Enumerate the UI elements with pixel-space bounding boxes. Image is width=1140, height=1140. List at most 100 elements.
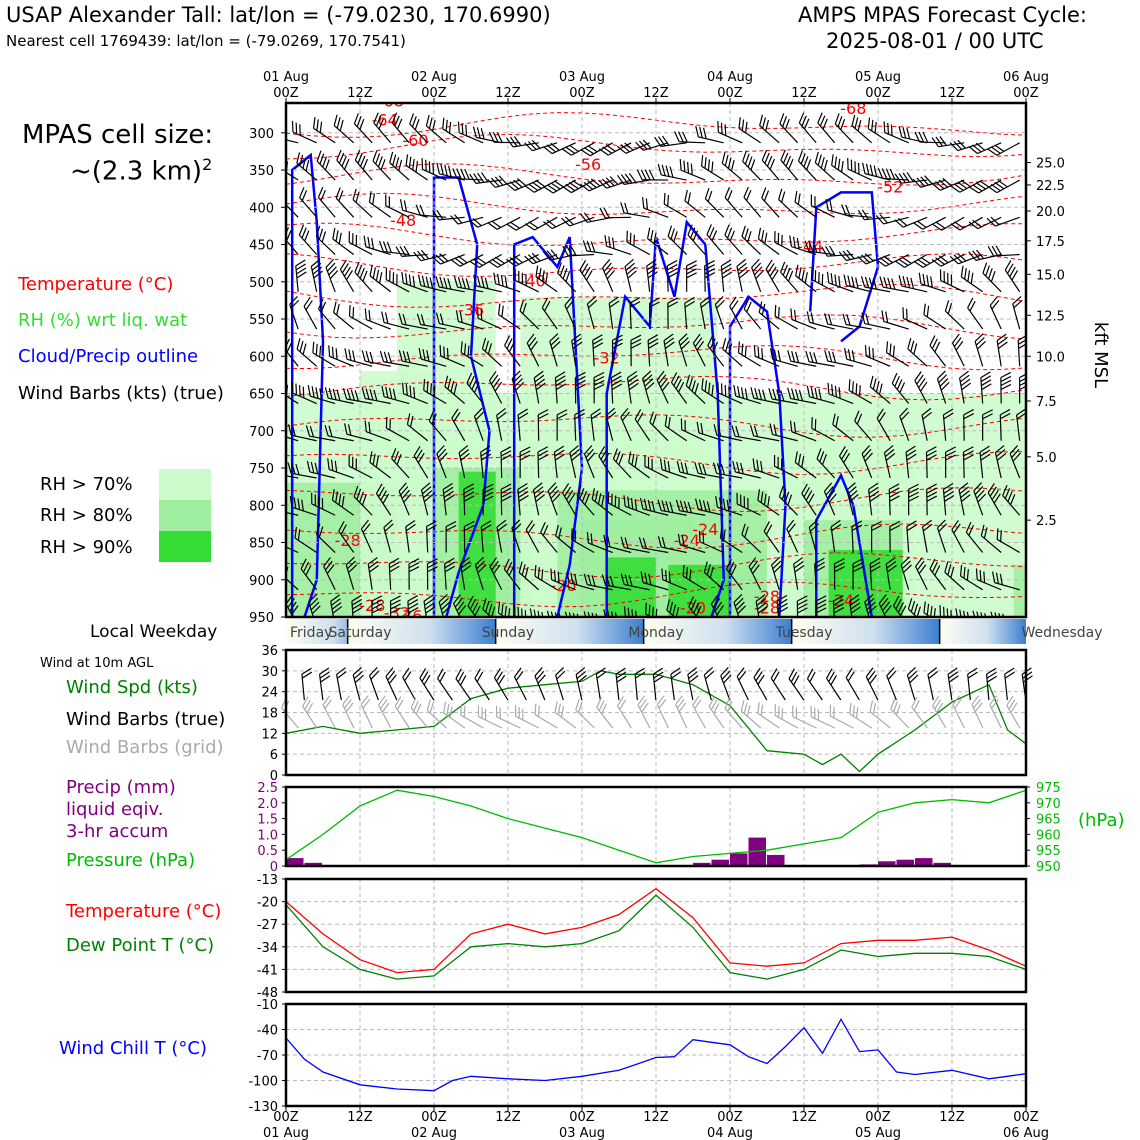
- barb-staff: [354, 159, 373, 181]
- wind-barb: [752, 458, 780, 479]
- barb-staff: [366, 431, 391, 442]
- barb-flag: [847, 671, 855, 682]
- barb-staff: [360, 528, 373, 553]
- wind-barb: [533, 370, 546, 404]
- barb-flag: [686, 264, 697, 271]
- barb-flag: [683, 501, 689, 513]
- barb-flag: [889, 491, 900, 498]
- barb-flag: [982, 409, 993, 416]
- wind-barb: [979, 445, 991, 479]
- barb-flag: [430, 383, 433, 395]
- wind-barb: [515, 705, 540, 729]
- wind-barb: [992, 571, 1020, 591]
- barb-staff: [958, 253, 983, 265]
- barb-staff: [886, 675, 897, 701]
- barb-staff: [440, 355, 465, 367]
- barb-flag: [918, 378, 926, 389]
- wind-barb: [797, 150, 817, 181]
- barb-flag: [991, 699, 999, 709]
- barb-flag: [872, 278, 877, 290]
- barb-staff: [666, 265, 669, 292]
- wind-barb: [336, 149, 355, 181]
- wind-barb: [638, 537, 669, 554]
- wind-barb: [864, 594, 877, 617]
- barb-flag: [381, 702, 390, 713]
- wind-barb: [555, 524, 577, 553]
- wind-barb: [761, 187, 780, 218]
- barb-flag: [359, 118, 365, 130]
- wind-barb: [680, 418, 706, 442]
- barb-flag: [537, 567, 540, 579]
- precip-bar: [730, 853, 748, 866]
- wind-barb: [774, 304, 798, 330]
- barb-flag: [760, 491, 764, 503]
- wind-barb: [363, 235, 391, 256]
- barb-staff: [458, 452, 466, 479]
- barb-flag: [716, 463, 722, 475]
- barb-flag: [938, 374, 948, 384]
- barb-flag: [331, 346, 334, 358]
- wind-barb: [704, 188, 725, 218]
- wind-barb: [667, 225, 688, 255]
- barb-flag: [776, 389, 781, 401]
- temperature-label: -56: [575, 155, 601, 174]
- barb-flag: [418, 347, 422, 360]
- barb-staff: [791, 431, 817, 442]
- wind-barb: [936, 519, 948, 553]
- y-tick-label-kft: 25.0: [1036, 157, 1065, 172]
- wind-barb: [876, 254, 909, 267]
- barb-flag: [391, 112, 398, 124]
- barb-flag: [788, 158, 794, 170]
- barb-staff: [902, 216, 928, 228]
- y-tick-label: -100: [248, 1075, 278, 1090]
- wind-barb: [636, 169, 669, 181]
- barb-flag: [474, 605, 481, 616]
- cell-size-label: MPAS cell size:: [22, 120, 214, 150]
- barb-flag: [583, 181, 594, 190]
- barb-flag: [576, 485, 582, 496]
- wind-barb: [805, 350, 835, 367]
- barb-flag: [315, 523, 321, 535]
- wind-barb: [773, 455, 798, 479]
- barb-flag: [922, 519, 932, 528]
- y-tick-label-hpa: 600: [249, 350, 274, 365]
- barb-staff: [947, 674, 953, 701]
- barb-flag: [691, 380, 696, 392]
- barb-flag: [480, 308, 483, 320]
- barb-flag: [1011, 270, 1019, 281]
- barb-staff: [643, 207, 669, 218]
- barb-flag: [426, 520, 437, 528]
- wind-barb: [869, 700, 891, 729]
- barb-flag: [550, 489, 560, 499]
- barb-flag: [987, 246, 995, 257]
- barb-staff: [1006, 705, 1021, 729]
- barb-staff: [525, 529, 540, 553]
- wind-barb: [1017, 334, 1026, 367]
- wind-barb: [519, 300, 540, 330]
- barb-staff: [624, 266, 632, 292]
- wind-barb: [442, 117, 465, 144]
- barb-flag: [883, 605, 892, 615]
- barb-flag: [412, 158, 415, 171]
- barb-flag: [356, 116, 362, 127]
- barb-staff: [809, 396, 835, 405]
- bottom-time-tick: 12Z: [347, 1110, 373, 1125]
- barb-flag: [701, 155, 704, 167]
- wind-barb: [300, 558, 318, 591]
- wind-barb: [922, 519, 933, 553]
- y-tick-label-hpa: 500: [249, 276, 274, 291]
- y-tick-label: 24: [261, 686, 278, 701]
- barb-staff: [867, 489, 873, 516]
- barb-flag: [295, 263, 306, 271]
- wind-barb: [765, 259, 780, 293]
- barb-flag: [928, 671, 938, 679]
- barb-flag: [664, 337, 675, 346]
- barb-flag: [424, 598, 435, 606]
- barb-flag: [926, 491, 938, 498]
- barb-staff: [827, 253, 854, 257]
- precip-bar: [767, 854, 785, 866]
- wind-barb: [949, 139, 983, 152]
- barb-flag: [684, 462, 689, 475]
- barb-staff: [457, 286, 484, 293]
- barb-staff: [316, 160, 336, 181]
